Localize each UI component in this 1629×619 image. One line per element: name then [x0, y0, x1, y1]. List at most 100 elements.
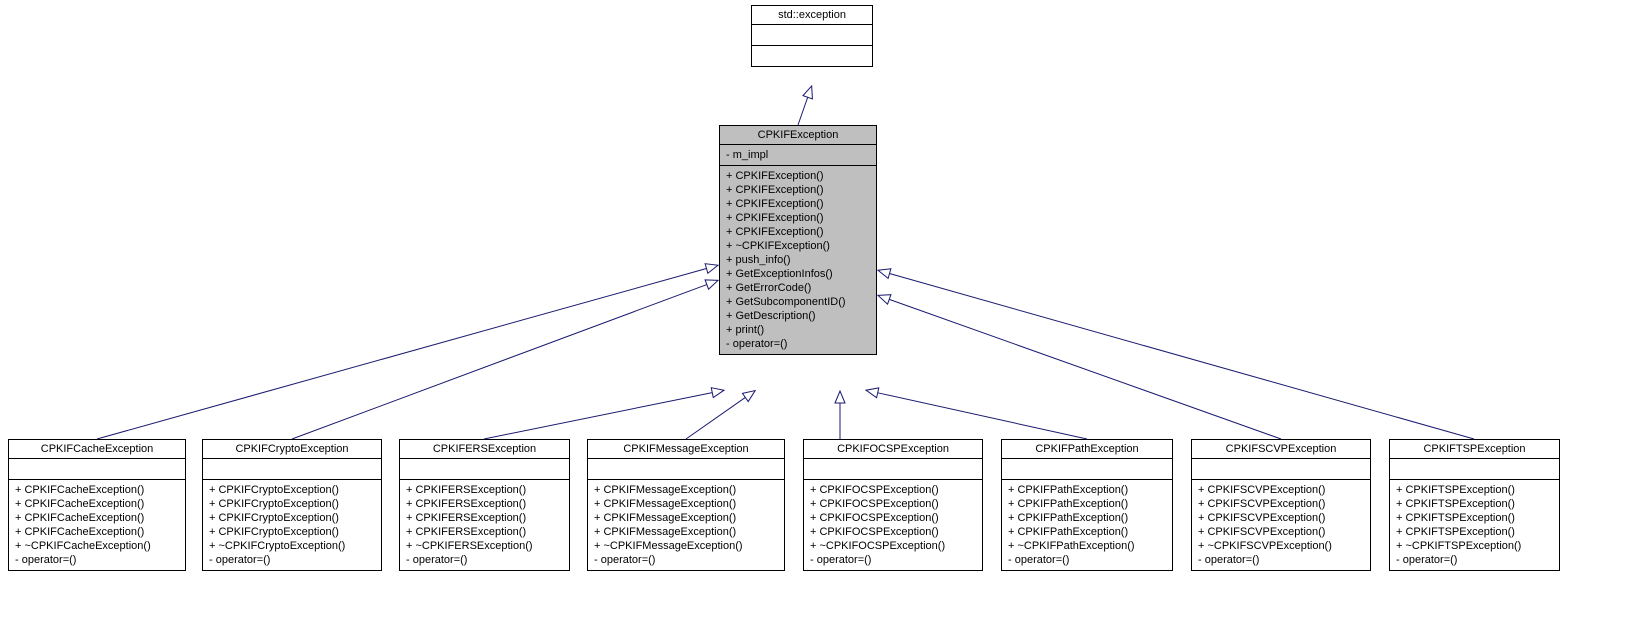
op-line: + CPKIFOCSPException() [810, 511, 976, 525]
op-line: + CPKIFPathException() [1008, 511, 1166, 525]
class-ops: + CPKIFCacheException()+ CPKIFCacheExcep… [9, 480, 185, 570]
op-line: + CPKIFCacheException() [15, 511, 179, 525]
op-line: + CPKIFERSException() [406, 483, 563, 497]
op-line: + print() [726, 323, 870, 337]
op-line: + GetErrorCode() [726, 281, 870, 295]
class-name: CPKIFSCVPException [1192, 440, 1370, 459]
op-line: + CPKIFOCSPException() [810, 497, 976, 511]
op-line: + CPKIFCryptoException() [209, 483, 375, 497]
op-line: + push_info() [726, 253, 870, 267]
generalization-edge [97, 269, 706, 439]
class-ops: + CPKIFMessageException()+ CPKIFMessageE… [588, 480, 784, 570]
op-line: - operator=() [810, 553, 976, 567]
op-line: + CPKIFException() [726, 183, 870, 197]
op-line: - operator=() [594, 553, 778, 567]
class-box: CPKIFPathException + CPKIFPathException(… [1001, 439, 1173, 571]
op-line: - operator=() [1396, 553, 1553, 567]
op-line: + ~CPKIFTSPException() [1396, 539, 1553, 553]
op-line: + ~CPKIFException() [726, 239, 870, 253]
op-line: + ~CPKIFMessageException() [594, 539, 778, 553]
class-name: CPKIFMessageException [588, 440, 784, 459]
class-ops: + CPKIFERSException()+ CPKIFERSException… [400, 480, 569, 570]
op-line: + ~CPKIFPathException() [1008, 539, 1166, 553]
op-line: - operator=() [15, 553, 179, 567]
op-line: - operator=() [1198, 553, 1364, 567]
op-line: + ~CPKIFCryptoException() [209, 539, 375, 553]
class-attrs [804, 459, 982, 480]
op-line: + ~CPKIFCacheException() [15, 539, 179, 553]
op-line: + CPKIFERSException() [406, 497, 563, 511]
op-line: + CPKIFCryptoException() [209, 511, 375, 525]
op-line: + GetExceptionInfos() [726, 267, 870, 281]
class-name: CPKIFERSException [400, 440, 569, 459]
generalization-edge [798, 97, 808, 125]
op-line: + CPKIFERSException() [406, 525, 563, 539]
class-ops: + CPKIFPathException()+ CPKIFPathExcepti… [1002, 480, 1172, 570]
op-line: + CPKIFCacheException() [15, 497, 179, 511]
op-line: + ~CPKIFERSException() [406, 539, 563, 553]
class-attrs [203, 459, 381, 480]
op-line: + CPKIFMessageException() [594, 483, 778, 497]
op-line: - operator=() [406, 553, 563, 567]
class-attrs [1390, 459, 1559, 480]
op-line: + CPKIFSCVPException() [1198, 511, 1364, 525]
op-line: + CPKIFPathException() [1008, 497, 1166, 511]
op-line: + CPKIFException() [726, 225, 870, 239]
op-line: + CPKIFCryptoException() [209, 525, 375, 539]
class-attrs: - m_impl [720, 145, 876, 166]
op-line: + CPKIFException() [726, 197, 870, 211]
op-line: + CPKIFSCVPException() [1198, 483, 1364, 497]
op-line: - operator=() [1008, 553, 1166, 567]
uml-diagram: std::exception CPKIFException- m_impl+ C… [0, 0, 1629, 619]
op-line: + CPKIFOCSPException() [810, 483, 976, 497]
generalization-edge [484, 393, 712, 439]
op-line: + GetSubcomponentID() [726, 295, 870, 309]
class-name: CPKIFException [720, 126, 876, 145]
op-line: + CPKIFTSPException() [1396, 525, 1553, 539]
class-box: CPKIFERSException + CPKIFERSException()+… [399, 439, 570, 571]
class-box: CPKIFCacheException + CPKIFCacheExceptio… [8, 439, 186, 571]
class-ops: + CPKIFSCVPException()+ CPKIFSCVPExcepti… [1192, 480, 1370, 570]
class-box: std::exception [751, 5, 873, 67]
op-line: + CPKIFMessageException() [594, 525, 778, 539]
class-name: CPKIFTSPException [1390, 440, 1559, 459]
class-box: CPKIFSCVPException + CPKIFSCVPException(… [1191, 439, 1371, 571]
op-line: + CPKIFTSPException() [1396, 483, 1553, 497]
op-line: + CPKIFERSException() [406, 511, 563, 525]
class-box: CPKIFOCSPException + CPKIFOCSPException(… [803, 439, 983, 571]
op-line: + ~CPKIFOCSPException() [810, 539, 976, 553]
class-ops: + CPKIFTSPException()+ CPKIFTSPException… [1390, 480, 1559, 570]
op-line: + CPKIFOCSPException() [810, 525, 976, 539]
class-name: CPKIFCryptoException [203, 440, 381, 459]
op-line: + CPKIFException() [726, 211, 870, 225]
op-line: + CPKIFException() [726, 169, 870, 183]
class-attrs [1002, 459, 1172, 480]
class-box: CPKIFException- m_impl+ CPKIFException()… [719, 125, 877, 355]
class-ops: + CPKIFException()+ CPKIFException()+ CP… [720, 166, 876, 354]
class-name: CPKIFOCSPException [804, 440, 982, 459]
generalization-edge [890, 274, 1474, 439]
class-ops: + CPKIFCryptoException()+ CPKIFCryptoExc… [203, 480, 381, 570]
class-box: CPKIFCryptoException + CPKIFCryptoExcept… [202, 439, 382, 571]
op-line: + CPKIFTSPException() [1396, 497, 1553, 511]
op-line: + CPKIFSCVPException() [1198, 497, 1364, 511]
class-box: CPKIFMessageException + CPKIFMessageExce… [587, 439, 785, 571]
class-attrs [1192, 459, 1370, 480]
class-name: std::exception [752, 6, 872, 25]
op-line: + GetDescription() [726, 309, 870, 323]
op-line: + CPKIFCryptoException() [209, 497, 375, 511]
op-line: + CPKIFMessageException() [594, 497, 778, 511]
class-attrs [400, 459, 569, 480]
class-ops: + CPKIFOCSPException()+ CPKIFOCSPExcepti… [804, 480, 982, 570]
class-ops [752, 46, 872, 66]
class-attrs [752, 25, 872, 46]
class-box: CPKIFTSPException + CPKIFTSPException()+… [1389, 439, 1560, 571]
op-line: + CPKIFCacheException() [15, 483, 179, 497]
class-attrs [588, 459, 784, 480]
op-line: + CPKIFPathException() [1008, 483, 1166, 497]
op-line: + CPKIFSCVPException() [1198, 525, 1364, 539]
op-line: + CPKIFTSPException() [1396, 511, 1553, 525]
op-line: + CPKIFCacheException() [15, 525, 179, 539]
op-line: - operator=() [209, 553, 375, 567]
generalization-edge [878, 393, 1087, 439]
